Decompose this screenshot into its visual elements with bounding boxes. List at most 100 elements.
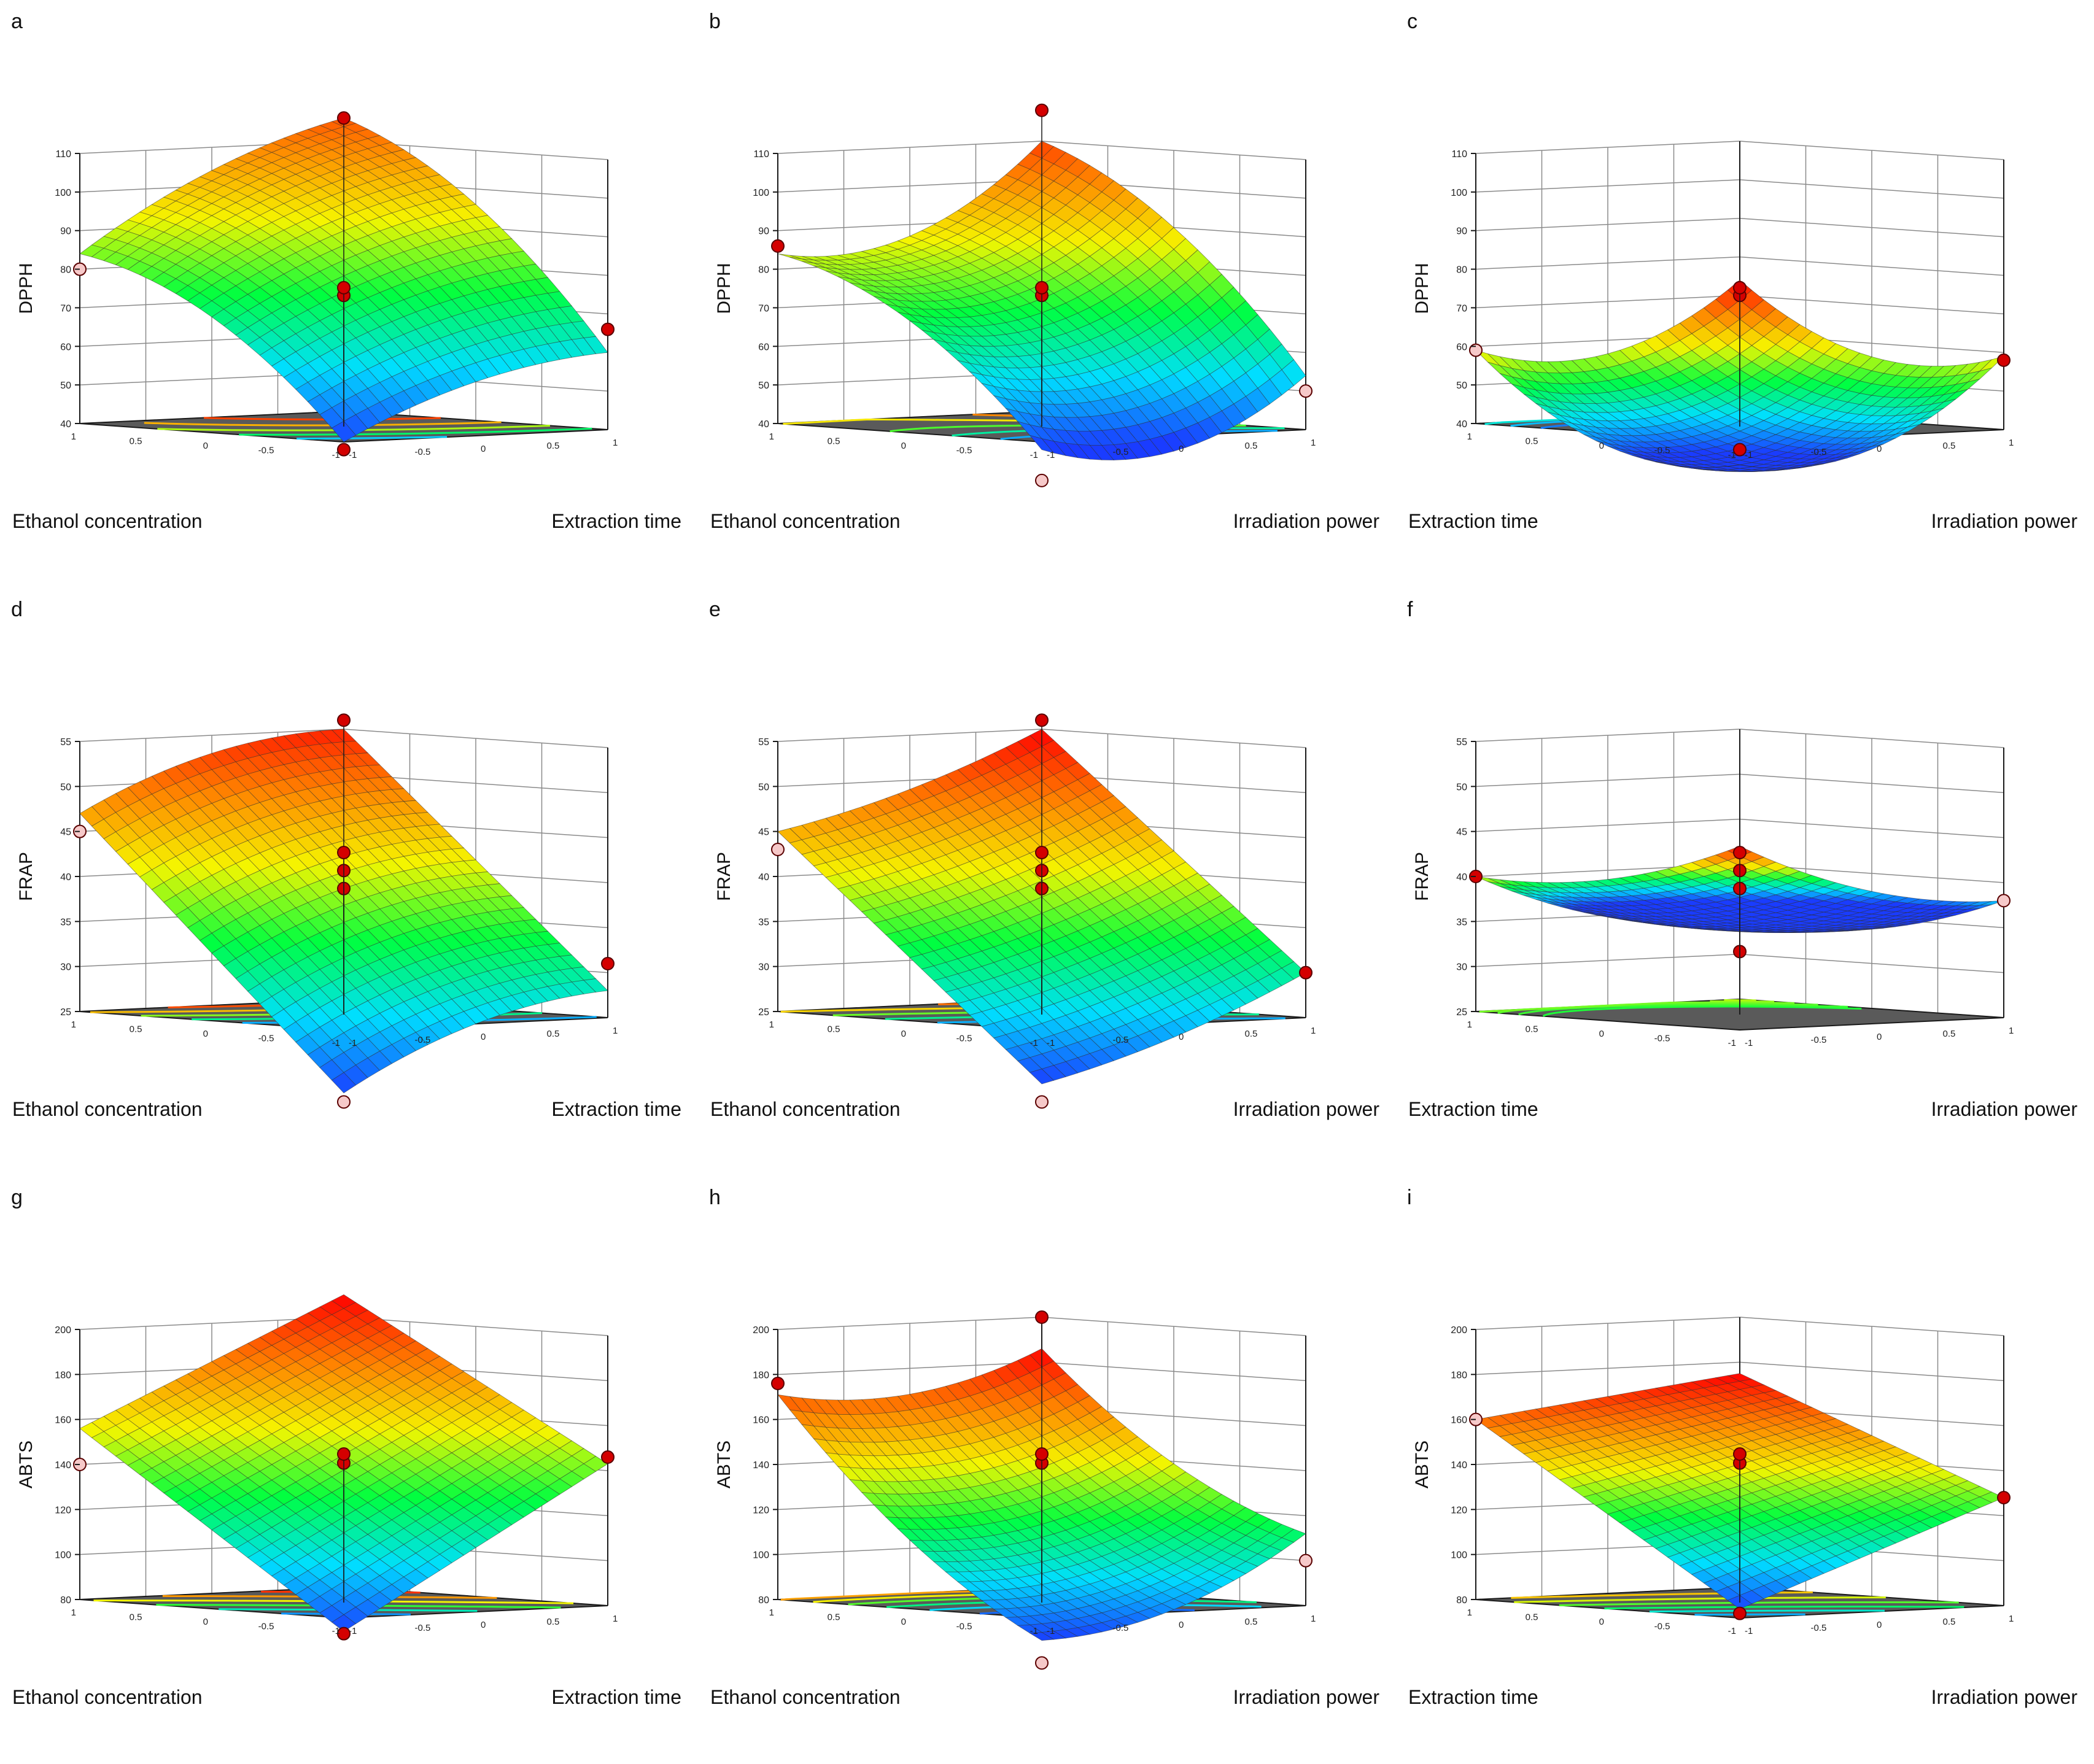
x-tick-label: -1 [332, 1626, 340, 1636]
z-tick-label: 50 [758, 381, 769, 391]
surface-cell [1029, 1632, 1055, 1641]
z-tick-label: 30 [1456, 962, 1467, 973]
design-point [1733, 1606, 1747, 1620]
response-surface [777, 729, 1306, 1085]
z-tick-label: 120 [55, 1505, 71, 1515]
z-tick-label: 40 [60, 419, 71, 430]
panel-label: g [11, 1186, 23, 1209]
z-tick-label: 80 [60, 265, 71, 276]
z-axis-label: FRAP [714, 852, 734, 901]
y-tick-label: -1 [1047, 1038, 1055, 1048]
z-tick-label: 40 [60, 872, 71, 883]
floor-axes: -1-0.500.51-1 -0.5 0 0.5 1 [71, 1607, 618, 1636]
x-tick-label: 0 [901, 1617, 906, 1627]
y-axis-label: Extraction time [551, 510, 681, 532]
y-tick-label: 1 [613, 1026, 618, 1036]
z-tick-label: 160 [55, 1415, 71, 1426]
floor-axes: -1-0.500.51-1 -0.5 0 0.5 1 [71, 431, 618, 460]
z-tick-label: 120 [1451, 1505, 1467, 1515]
x-axis-label: Ethanol concentration [12, 1686, 203, 1708]
y-tick-label: 0 [1877, 1620, 1882, 1630]
z-tick-label: 100 [55, 1550, 71, 1561]
z-tick-label: 45 [758, 827, 769, 838]
z-tick-label: 55 [60, 737, 71, 748]
x-tick-label: 0 [1599, 441, 1604, 451]
y-tick-label: -1 [1745, 1626, 1753, 1636]
panel-g: 80 100 120 140 160 180 200 ABTS -1 -0.5 0 0.5 1 -1 -0.… [0, 1176, 698, 1764]
z-tick-label: 40 [1456, 419, 1467, 430]
y-tick-label: -1 [1047, 1626, 1055, 1636]
y-axis-label: Irradiation power [1931, 1686, 2078, 1708]
y-tick-label: -0.5 [1113, 447, 1129, 457]
z-tick-label: 25 [758, 1007, 769, 1018]
z-tick-label: 70 [1456, 303, 1467, 314]
y-tick-label: 0.5 [1943, 1617, 1956, 1627]
z-axis-label: ABTS [714, 1441, 734, 1488]
y-axis-label: Extraction time [551, 1098, 681, 1120]
contour-line [1649, 1609, 1885, 1613]
x-tick-label: 1 [1467, 1019, 1472, 1030]
floor-axes: -1-0.500.51-1 -0.5 0 0.5 1 [769, 431, 1316, 460]
z-tick-label: 30 [758, 962, 769, 973]
x-tick-label: 1 [1467, 1607, 1472, 1618]
z-axis-label: DPPH [714, 263, 734, 314]
z-tick-label: 55 [758, 737, 769, 748]
design-point [1469, 343, 1483, 357]
y-tick-label: 1 [2009, 1614, 2014, 1624]
panel-label: d [11, 598, 23, 621]
y-tick-label: 1 [2009, 438, 2014, 448]
x-axis-label: Extraction time [1408, 510, 1538, 532]
y-tick-label: 0 [481, 1620, 486, 1630]
panel-d: 25 30 35 40 45 50 55 FRAP -1 -0.5 0 0.5 1 -1 -0.5 0 0.5 1… [0, 588, 698, 1176]
panel-label: h [709, 1186, 721, 1209]
panel-label: c [1407, 10, 1417, 33]
z-tick-label: 110 [55, 149, 71, 160]
y-tick-label: -0.5 [415, 1035, 431, 1045]
z-tick-label: 180 [55, 1370, 71, 1380]
y-tick-label: 1 [1311, 1026, 1316, 1036]
z-tick-label: 60 [60, 342, 71, 352]
y-tick-label: 0 [1877, 1032, 1882, 1042]
y-tick-label: 0 [1179, 1620, 1184, 1630]
y-tick-label: 1 [613, 1614, 618, 1624]
z-tick-label: 50 [758, 782, 769, 792]
z-tick-label: 50 [1456, 782, 1467, 792]
z-axis-label: FRAP [16, 852, 36, 901]
surface-cell [331, 1614, 357, 1632]
z-tick-label: 100 [753, 1550, 769, 1561]
y-tick-label: 0.5 [547, 1029, 560, 1039]
design-point [771, 1377, 785, 1390]
panel-c: 40 50 60 70 80 90 100 110 DPPH -1 -0.5 0 0.5 1 -1 -0.5 0… [1396, 0, 2094, 588]
x-tick-label: -1 [1728, 1626, 1736, 1636]
z-tick-label: 50 [60, 381, 71, 391]
z-tick-label: 140 [55, 1460, 71, 1471]
y-tick-label: -0.5 [1113, 1035, 1129, 1045]
y-tick-label: 1 [613, 438, 618, 448]
design-point [337, 1627, 351, 1641]
z-tick-label: 25 [60, 1007, 71, 1018]
y-axis-label: Irradiation power [1931, 510, 2078, 532]
design-points [771, 103, 1313, 487]
y-tick-label: -0.5 [1811, 447, 1827, 457]
x-tick-label: 0.5 [1526, 1024, 1538, 1035]
y-tick-label: -1 [1745, 450, 1753, 460]
x-tick-label: 1 [769, 1019, 774, 1030]
x-tick-label: -0.5 [258, 1034, 274, 1044]
design-point [337, 111, 351, 125]
y-tick-label: 0 [481, 444, 486, 454]
response-surface [79, 1294, 608, 1632]
y-tick-label: -1 [349, 1038, 357, 1048]
y-tick-label: -1 [349, 1626, 357, 1636]
panel-label: f [1407, 598, 1413, 621]
design-point [1733, 443, 1747, 457]
z-tick-label: 40 [758, 419, 769, 430]
surface-cell [331, 1072, 357, 1094]
